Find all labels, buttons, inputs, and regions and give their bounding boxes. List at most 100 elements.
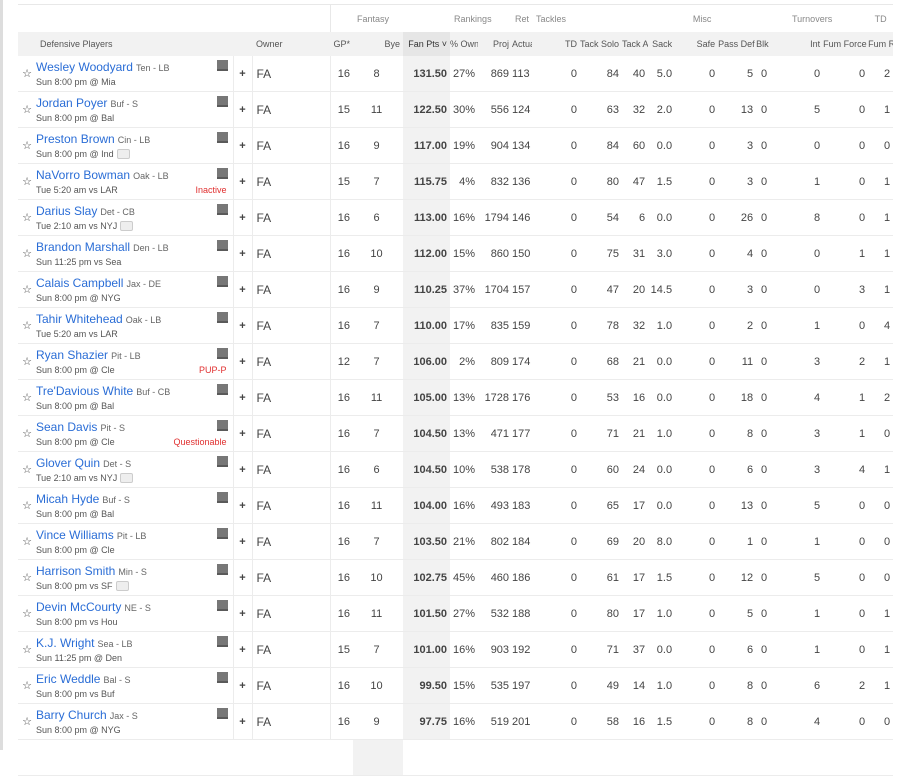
favorite-star-icon[interactable]: ☆ — [18, 415, 36, 452]
column-header-pct-owned[interactable]: % Owned — [450, 32, 479, 56]
add-player-button[interactable]: + — [232, 703, 252, 740]
add-player-button[interactable]: + — [232, 379, 252, 416]
column-header-blk-kick[interactable]: Blk Kick — [756, 32, 771, 56]
player-notes-icon[interactable] — [216, 456, 228, 467]
player-name-link[interactable]: Brandon Marshall — [36, 240, 131, 254]
favorite-star-icon[interactable]: ☆ — [18, 56, 36, 92]
add-player-button[interactable]: + — [232, 631, 252, 668]
column-header-pass-def[interactable]: Pass Def — [718, 32, 757, 56]
column-header-fum-force[interactable]: Fum Force — [823, 32, 869, 56]
add-player-button[interactable]: + — [232, 307, 252, 344]
add-player-button[interactable]: + — [232, 667, 252, 704]
player-name-link[interactable]: Eric Weddle — [36, 672, 101, 686]
add-player-button[interactable]: + — [232, 523, 252, 560]
player-name-link[interactable]: Jordan Poyer — [36, 96, 108, 110]
player-name-link[interactable]: Darius Slay — [36, 203, 98, 218]
player-name-link[interactable]: NaVorro Bowman — [36, 168, 131, 182]
player-notes-icon[interactable] — [216, 384, 228, 395]
player-name-link[interactable]: Barry Church — [36, 708, 107, 722]
player-notes-icon[interactable] — [216, 636, 228, 647]
player-name-link[interactable]: Harrison Smith — [36, 563, 116, 578]
add-player-button[interactable]: + — [232, 451, 252, 488]
add-player-button[interactable]: + — [232, 163, 252, 200]
player-notes-icon[interactable] — [216, 132, 228, 143]
add-player-button[interactable]: + — [232, 91, 252, 128]
add-player-button[interactable]: + — [232, 559, 252, 596]
favorite-star-icon[interactable]: ☆ — [18, 343, 36, 380]
player-name-link[interactable]: Preston Brown — [36, 131, 115, 146]
column-header-fum-rec[interactable]: Fum Rec — [868, 32, 894, 56]
player-name-link[interactable]: Glover Quin — [36, 455, 101, 470]
add-player-button[interactable]: + — [232, 127, 252, 164]
stat-tack-ast: 40 — [622, 56, 649, 92]
favorite-star-icon[interactable]: ☆ — [18, 667, 36, 704]
favorite-star-icon[interactable]: ☆ — [18, 559, 36, 596]
player-notes-icon[interactable] — [216, 564, 228, 575]
player-notes-icon[interactable] — [216, 348, 228, 359]
player-notes-icon[interactable] — [216, 528, 228, 539]
player-name-link[interactable]: Calais Campbell — [36, 276, 124, 290]
player-notes-icon[interactable] — [216, 240, 228, 251]
favorite-star-icon[interactable]: ☆ — [18, 199, 36, 236]
player-notes-icon[interactable] — [216, 96, 228, 107]
column-header-sack[interactable]: Sack — [648, 32, 676, 56]
column-header-safe[interactable]: Safe — [675, 32, 719, 56]
player-notes-icon[interactable] — [216, 276, 228, 287]
column-header-tack-ast[interactable]: Tack Ast — [622, 32, 649, 56]
player-notes-icon[interactable] — [216, 600, 228, 611]
player-name-link[interactable]: Ryan Shazier — [36, 348, 109, 362]
player-notes-icon[interactable] — [216, 312, 228, 323]
column-header-proj[interactable]: Proj — [478, 32, 513, 56]
favorite-star-icon[interactable]: ☆ — [18, 631, 36, 668]
favorite-star-icon[interactable]: ☆ — [18, 379, 36, 416]
favorite-star-icon[interactable]: ☆ — [18, 703, 36, 740]
column-header-gp[interactable]: GP* — [330, 32, 354, 56]
player-name-link[interactable]: Tahir Whitehead — [36, 312, 123, 326]
player-notes-icon[interactable] — [216, 60, 228, 71]
favorite-star-icon[interactable]: ☆ — [18, 235, 36, 272]
player-name-link[interactable]: Devin McCourty — [36, 600, 122, 614]
stat-sack: 0.0 — [648, 343, 676, 380]
player-notes-icon[interactable] — [216, 708, 228, 719]
add-player-button[interactable]: + — [232, 343, 252, 380]
favorite-star-icon[interactable]: ☆ — [18, 595, 36, 632]
add-player-button[interactable]: + — [232, 56, 252, 92]
player-name-link[interactable]: Tre'Davious White — [36, 384, 134, 398]
favorite-star-icon[interactable]: ☆ — [18, 307, 36, 344]
player-name-link[interactable]: Micah Hyde — [36, 492, 100, 506]
column-header-owner[interactable]: Owner — [252, 32, 331, 56]
stat-ret-td: 0 — [532, 307, 581, 344]
add-player-button[interactable]: + — [232, 595, 252, 632]
add-player-button[interactable]: + — [232, 199, 252, 236]
favorite-star-icon[interactable]: ☆ — [18, 127, 36, 164]
player-name-link[interactable]: Vince Williams — [36, 528, 114, 542]
favorite-star-icon[interactable]: ☆ — [18, 451, 36, 488]
add-player-button[interactable]: + — [232, 271, 252, 308]
favorite-star-icon[interactable]: ☆ — [18, 271, 36, 308]
player-notes-icon[interactable] — [216, 168, 228, 179]
favorite-star-icon[interactable]: ☆ — [18, 91, 36, 128]
player-name-link[interactable]: K.J. Wright — [36, 636, 95, 650]
favorite-star-icon[interactable]: ☆ — [18, 163, 36, 200]
stat-pass-def: 6 — [718, 631, 757, 668]
favorite-star-icon[interactable]: ☆ — [18, 487, 36, 524]
add-player-button[interactable]: + — [232, 415, 252, 452]
add-player-button[interactable]: + — [232, 487, 252, 524]
column-header-actual[interactable]: Actual — [512, 32, 533, 56]
player-name-link[interactable]: Sean Davis — [36, 420, 98, 434]
column-header-bye[interactable]: Bye — [353, 32, 404, 56]
column-header-ret-td[interactable]: TD — [532, 32, 581, 56]
stat-tack-ast: 32 — [622, 307, 649, 344]
favorite-star-icon[interactable]: ☆ — [18, 523, 36, 560]
column-header-fan-pts[interactable]: Fan Pts ˅ — [403, 32, 451, 56]
player-notes-icon[interactable] — [216, 492, 228, 503]
add-player-button[interactable]: + — [232, 235, 252, 272]
player-notes-icon[interactable] — [216, 204, 228, 215]
column-header-defensive-players[interactable]: Defensive Players — [36, 32, 252, 56]
player-notes-icon[interactable] — [216, 672, 228, 683]
chevron-down-icon[interactable]: ˅ — [439, 39, 448, 49]
column-header-tack-solo[interactable]: Tack Solo — [580, 32, 623, 56]
player-notes-icon[interactable] — [216, 420, 228, 431]
player-name-link[interactable]: Wesley Woodyard — [36, 60, 133, 74]
column-header-int[interactable]: Int — [770, 32, 824, 56]
